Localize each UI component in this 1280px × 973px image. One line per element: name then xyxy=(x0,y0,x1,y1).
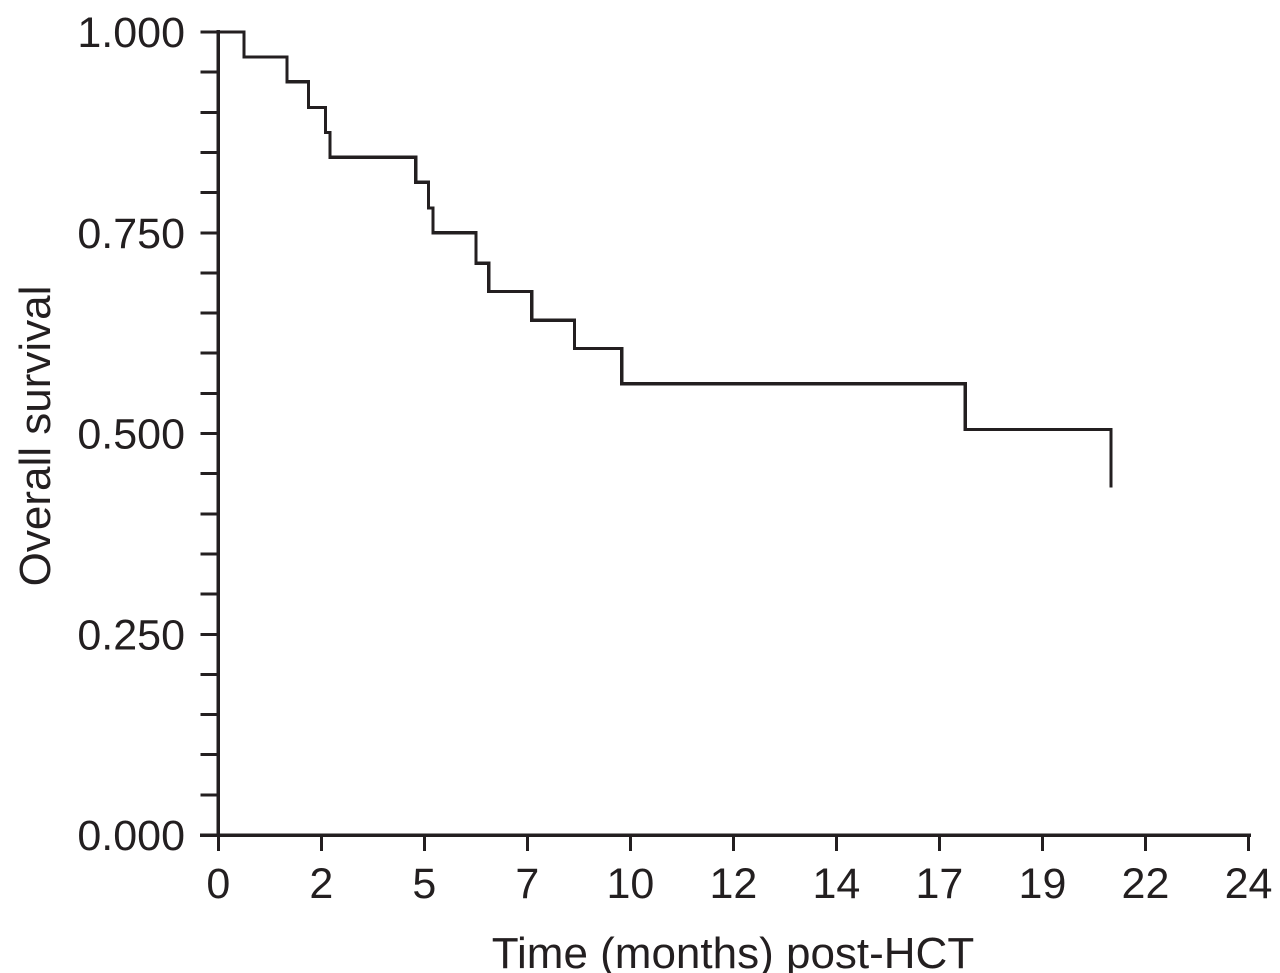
y-tick-label: 0.750 xyxy=(77,210,185,258)
x-tick-label: 5 xyxy=(412,860,436,908)
x-tick-label: 24 xyxy=(1225,860,1273,908)
y-tick-label: 0.250 xyxy=(77,611,185,659)
y-axis-title: Overall survival xyxy=(11,286,60,587)
x-tick-label: 12 xyxy=(709,860,757,908)
y-axis-tick-labels: 0.000 0.250 0.500 0.750 1.000 xyxy=(77,9,185,860)
y-tick-label: 1.000 xyxy=(77,9,185,57)
x-axis-tick-labels: 0 2 5 7 10 12 14 17 19 22 24 xyxy=(206,860,1272,908)
x-tick-label: 17 xyxy=(916,860,964,908)
x-tick-label: 14 xyxy=(812,860,860,908)
y-axis-ticks xyxy=(200,30,219,837)
axes xyxy=(200,30,1251,837)
x-tick-label: 10 xyxy=(606,860,654,908)
x-tick-label: 22 xyxy=(1122,860,1170,908)
survival-curve xyxy=(218,30,1113,488)
survival-curve-group xyxy=(218,30,1113,488)
x-tick-label: 7 xyxy=(515,860,539,908)
x-tick-label: 19 xyxy=(1019,860,1067,908)
y-tick-label: 0.500 xyxy=(77,411,185,459)
x-tick-label: 0 xyxy=(206,860,230,908)
x-tick-label: 2 xyxy=(309,860,333,908)
x-axis-ticks xyxy=(216,835,1250,851)
x-axis-title: Time (months) post-HCT xyxy=(492,929,974,973)
y-tick-label: 0.000 xyxy=(77,812,185,860)
